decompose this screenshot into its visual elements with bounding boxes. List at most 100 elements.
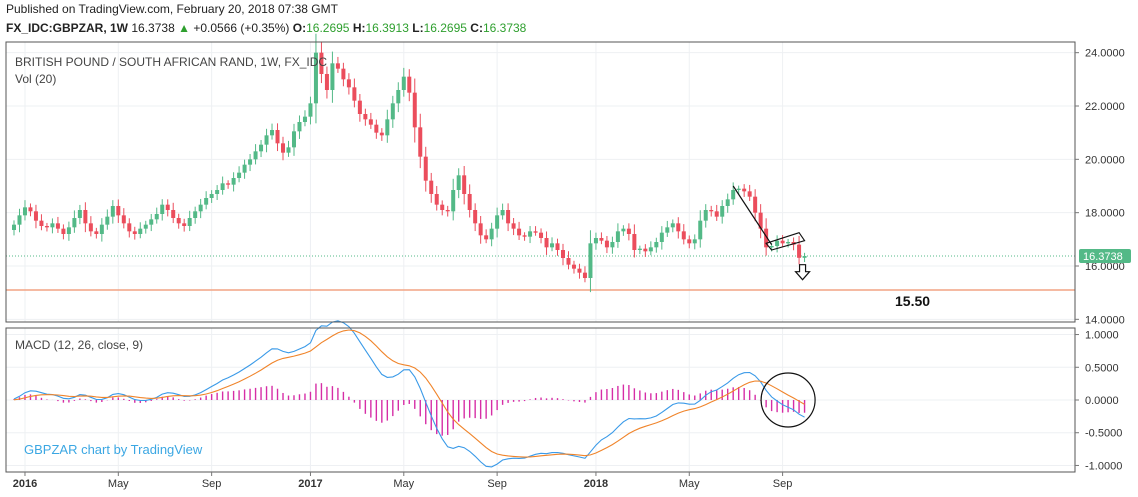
candle-body xyxy=(500,210,505,216)
candle xyxy=(116,199,121,223)
candle xyxy=(407,69,412,102)
volume-label: Vol (20) xyxy=(15,72,56,86)
current-price-tag: 16.3738 xyxy=(1079,249,1131,263)
candle-body xyxy=(204,198,209,205)
candle xyxy=(418,113,423,169)
candle xyxy=(28,203,33,217)
candle-body xyxy=(643,248,648,252)
candle-body xyxy=(445,210,450,212)
candle xyxy=(105,209,110,230)
candle xyxy=(423,146,428,192)
candle-body xyxy=(742,188,747,192)
current-price-tag-text: 16.3738 xyxy=(1083,251,1123,263)
drawing-annotations[interactable] xyxy=(732,185,816,428)
candle-body xyxy=(703,210,708,221)
candle-body xyxy=(28,207,33,212)
macd-tick-label: 0.0000 xyxy=(1085,395,1119,407)
candle xyxy=(780,235,785,247)
high-value: 16.3913 xyxy=(365,21,409,35)
candle xyxy=(550,237,555,252)
price-pane-border xyxy=(5,41,1076,323)
candle-body xyxy=(341,68,346,80)
candle xyxy=(555,238,560,256)
candle-body xyxy=(33,211,38,221)
candle xyxy=(714,204,719,221)
candle-body xyxy=(731,190,736,200)
macd-tick-label: -1.0000 xyxy=(1085,460,1122,472)
candle xyxy=(593,232,598,250)
candle xyxy=(143,220,148,234)
candle xyxy=(753,189,758,222)
candle xyxy=(110,200,115,224)
candle xyxy=(637,245,642,255)
candle-body xyxy=(324,74,329,90)
price-axis[interactable]: 24.0000 22.0000 20.0000 18.0000 16.0000 14.00… xyxy=(1075,48,1125,473)
candle xyxy=(33,204,38,229)
candle-body xyxy=(462,175,467,194)
candle-body xyxy=(478,223,483,236)
low-label: L: xyxy=(412,21,424,35)
candle xyxy=(50,218,55,234)
candle xyxy=(720,200,725,224)
candle-body xyxy=(220,183,225,190)
time-tick-label: 2018 xyxy=(584,478,608,490)
candle xyxy=(473,203,478,232)
candle xyxy=(138,222,143,239)
macd-line xyxy=(13,320,805,468)
candlestick-series[interactable] xyxy=(12,33,807,293)
candle-body xyxy=(297,122,302,132)
candle xyxy=(165,199,170,217)
candle-body xyxy=(423,156,428,181)
candle xyxy=(775,235,780,253)
candle xyxy=(445,205,450,217)
candle xyxy=(297,115,302,139)
candle-body xyxy=(484,235,489,240)
candle xyxy=(599,232,604,245)
candle xyxy=(160,199,165,221)
symbol-quote-line: FX_IDC:GBPZAR, 1W 16.3738 ▲ +0.0566 (+0.… xyxy=(6,21,526,35)
candle-body xyxy=(138,228,143,234)
candle xyxy=(429,172,434,203)
candle-body xyxy=(736,188,741,190)
candle-body xyxy=(165,204,170,210)
open-value: 16.2695 xyxy=(306,21,350,35)
price-tick-label: 16.0000 xyxy=(1085,261,1125,273)
candle-body xyxy=(582,272,587,278)
candle xyxy=(577,263,582,279)
macd-tick-label: -0.5000 xyxy=(1085,428,1122,440)
candle-body xyxy=(429,180,434,194)
price-tick-label: 14.0000 xyxy=(1085,314,1125,326)
candle xyxy=(500,203,505,220)
candle xyxy=(709,205,714,217)
candle-body xyxy=(528,231,533,237)
candle-body xyxy=(149,219,154,225)
candle-body xyxy=(248,159,253,165)
candle xyxy=(467,184,472,218)
candle-body xyxy=(368,119,373,125)
candle xyxy=(698,210,703,248)
candle-body xyxy=(467,194,472,210)
candle-body xyxy=(720,206,725,217)
candle xyxy=(648,241,653,256)
candle xyxy=(324,66,329,99)
time-axis[interactable]: Sep2015MaySep2016MaySep2017MaySep2018May… xyxy=(0,472,792,490)
candle-body xyxy=(571,264,576,269)
candle xyxy=(440,200,445,216)
candle xyxy=(517,221,522,240)
time-tick-label: Sep xyxy=(773,478,793,490)
candle-body xyxy=(352,87,357,101)
candle-body xyxy=(346,79,351,88)
candle xyxy=(259,140,264,158)
price-tick-label: 20.0000 xyxy=(1085,154,1125,166)
candle-body xyxy=(308,103,313,117)
candle xyxy=(626,223,631,241)
candle-body xyxy=(473,210,478,224)
candle xyxy=(220,176,225,195)
candle xyxy=(758,204,763,239)
candle-body xyxy=(758,212,763,229)
candle-body xyxy=(544,238,549,248)
candle-body xyxy=(253,151,258,160)
candle-body xyxy=(374,124,379,133)
candle-body xyxy=(127,223,132,232)
